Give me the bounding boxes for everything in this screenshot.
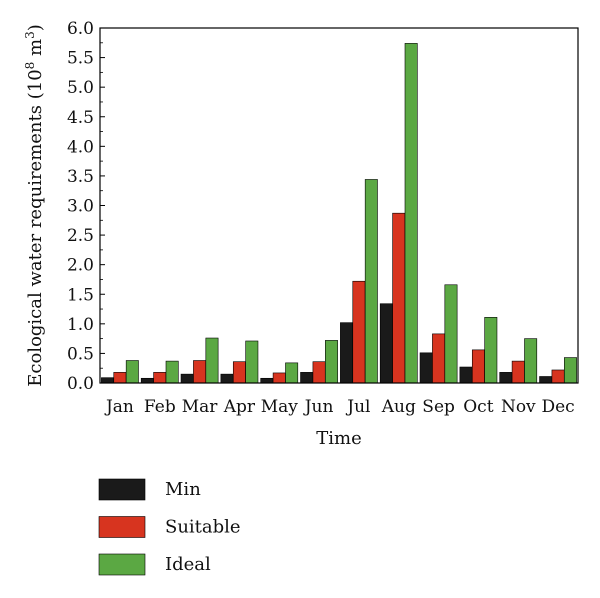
- y-tick-label: 5.5: [67, 49, 94, 69]
- bar-ideal-nov: [524, 338, 538, 384]
- x-tick-label-nov: Nov: [501, 397, 536, 417]
- bar-min-oct: [459, 366, 473, 384]
- bar-suitable-nov: [511, 360, 525, 384]
- x-tick-label-aug: Aug: [381, 397, 416, 417]
- y-tick-label: 3.0: [67, 197, 94, 217]
- bar-suitable-jun: [312, 361, 326, 384]
- bar-suitable-may: [272, 372, 286, 384]
- y-tick-label: 4.0: [67, 137, 94, 157]
- x-tick-label-jan: Jan: [104, 397, 134, 417]
- bar-min-may: [260, 377, 274, 384]
- bar-min-jul: [340, 322, 353, 384]
- legend-label-min: Min: [165, 479, 201, 500]
- legend: Min Suitable Ideal: [98, 478, 241, 576]
- x-tick-label-dec: Dec: [541, 397, 574, 417]
- y-tick-label: 4.5: [67, 108, 94, 128]
- bar-ideal-feb: [165, 360, 179, 384]
- bar-suitable-sep: [432, 333, 446, 384]
- legend-label-ideal: Ideal: [165, 554, 211, 575]
- bar-min-feb: [140, 377, 154, 384]
- bar-suitable-aug: [392, 212, 406, 384]
- x-axis-title: Time: [316, 428, 361, 449]
- y-tick-label: 0.0: [67, 374, 94, 394]
- x-tick-label-jun: Jun: [303, 397, 334, 417]
- y-tick-label: 1.5: [67, 285, 94, 305]
- plot-frame: [99, 27, 579, 384]
- y-axis: 0.0 0.5 1.0 1.5 2.0 2.5 3.0 3.5 4.0 4.5 5.0 5.5 6.0: [67, 19, 105, 394]
- bar-min-apr: [220, 373, 234, 384]
- y-tick-label: 2.0: [67, 256, 94, 276]
- y-axis-title-sup-8: 8: [23, 62, 37, 70]
- y-tick-label: 0.5: [67, 344, 94, 364]
- bar-suitable-apr: [232, 361, 246, 384]
- bar-suitable-mar: [193, 360, 207, 384]
- bar-min-nov: [499, 372, 513, 384]
- y-tick-label: 3.5: [67, 167, 94, 187]
- x-axis: Jan Feb Mar Apr May Jun Jul Aug Sep Oct Nov Dec: [104, 397, 575, 417]
- y-tick-label: 6.0: [67, 19, 94, 39]
- bar-min-sep: [419, 352, 433, 384]
- bar-ideal-aug: [404, 43, 418, 384]
- legend-swatch-suitable: [98, 516, 146, 538]
- y-tick-label: 5.0: [67, 78, 94, 98]
- bar-ideal-jan: [125, 360, 139, 384]
- bar-min-dec: [539, 376, 553, 384]
- bar-suitable-jan: [113, 372, 127, 384]
- bars-layer: [101, 43, 577, 384]
- bar-min-jun: [300, 372, 314, 384]
- bar-suitable-feb: [153, 372, 167, 384]
- bar-ideal-jul: [364, 179, 378, 384]
- bar-ideal-oct: [484, 317, 498, 384]
- bar-suitable-jul: [352, 280, 366, 384]
- bar-suitable-oct: [471, 349, 485, 384]
- legend-label-suitable: Suitable: [165, 517, 241, 538]
- y-axis-title-close: ): [25, 24, 46, 31]
- bar-ideal-mar: [205, 337, 219, 384]
- bar-ideal-dec: [564, 357, 577, 384]
- legend-swatch-ideal: [98, 553, 146, 576]
- x-tick-label-oct: Oct: [463, 397, 493, 417]
- bar-min-mar: [180, 373, 194, 384]
- y-axis-title-main: Ecological water requirements (10: [25, 69, 46, 386]
- bar-ideal-may: [285, 362, 299, 384]
- bar-ideal-apr: [245, 340, 259, 384]
- x-tick-label-mar: Mar: [182, 397, 219, 417]
- y-axis-title-sup-3: 3: [23, 31, 37, 39]
- y-axis-title: Ecological water requirements (108 m3): [23, 24, 46, 387]
- x-tick-label-sep: Sep: [422, 397, 455, 417]
- bar-suitable-dec: [551, 369, 565, 384]
- bar-min-jan: [101, 377, 114, 384]
- bar-ideal-sep: [444, 284, 458, 384]
- y-tick-label: 2.5: [67, 226, 94, 246]
- x-tick-label-feb: Feb: [144, 397, 176, 417]
- x-tick-label-may: May: [261, 397, 299, 417]
- bar-min-aug: [379, 303, 393, 384]
- legend-swatch-min: [98, 478, 146, 501]
- x-tick-label-apr: Apr: [223, 397, 256, 417]
- y-tick-label: 1.0: [67, 315, 94, 335]
- x-tick-label-jul: Jul: [345, 397, 370, 417]
- y-axis-title-unit: m: [25, 39, 46, 62]
- bar-ideal-jun: [325, 340, 338, 384]
